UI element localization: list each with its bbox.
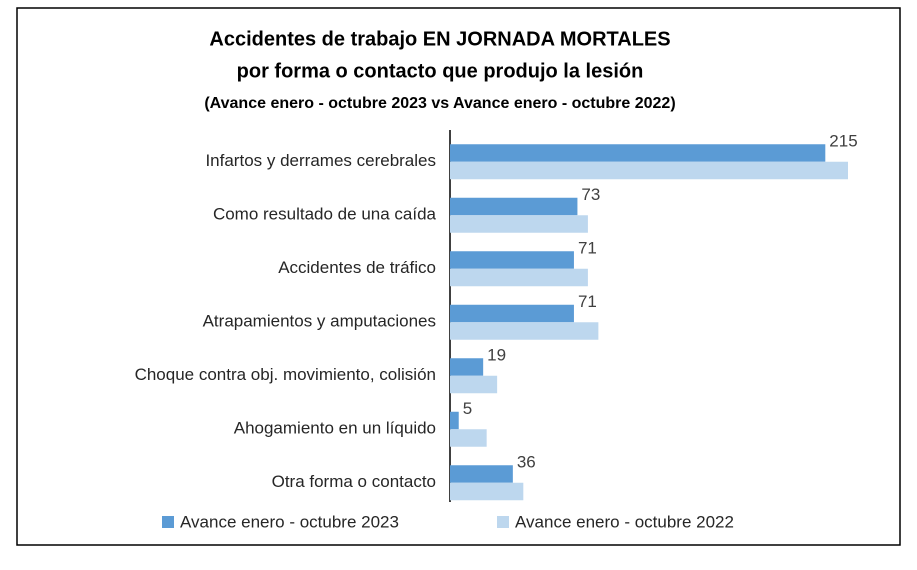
bar — [450, 411, 459, 430]
bar — [450, 429, 487, 447]
y-tick-label: Infartos y derrames cerebrales — [205, 151, 436, 170]
y-tick-label: Otra forma o contacto — [272, 472, 436, 491]
chart-title: Accidentes de trabajo EN JORNADA MORTALE… — [209, 28, 670, 50]
bar — [450, 465, 513, 483]
data-label: 73 — [581, 185, 600, 204]
bar — [450, 161, 848, 180]
legend-label: Avance enero - octubre 2023 — [180, 512, 399, 531]
y-tick-label: Choque contra obj. movimiento, colisión — [135, 365, 436, 384]
y-tick-label: Accidentes de tráfico — [278, 258, 436, 277]
y-tick-label: Ahogamiento en un líquido — [234, 419, 436, 438]
bar — [450, 144, 826, 162]
bar — [450, 482, 524, 501]
y-tick-label: Atrapamientos y amputaciones — [203, 312, 436, 331]
data-label: 71 — [578, 292, 597, 311]
bar — [450, 251, 574, 269]
data-label: 71 — [578, 239, 597, 258]
legend-label: Avance enero - octubre 2022 — [515, 512, 734, 531]
y-tick-label: Como resultado de una caída — [213, 205, 437, 224]
data-label: 36 — [517, 453, 536, 472]
bar — [450, 215, 588, 233]
data-label: 215 — [829, 132, 857, 151]
legend-swatch — [497, 516, 509, 528]
data-label: 5 — [463, 399, 472, 418]
chart-subtitle: por forma o contacto que produjo la lesi… — [237, 60, 644, 82]
bar — [450, 358, 484, 376]
bar — [450, 197, 578, 216]
bar — [450, 268, 588, 287]
data-label: 19 — [487, 346, 506, 365]
chart-subtitle: (Avance enero - octubre 2023 vs Avance e… — [204, 95, 675, 112]
bar — [450, 304, 574, 323]
bar — [450, 322, 599, 340]
legend-swatch — [162, 516, 174, 528]
bar — [450, 375, 498, 394]
